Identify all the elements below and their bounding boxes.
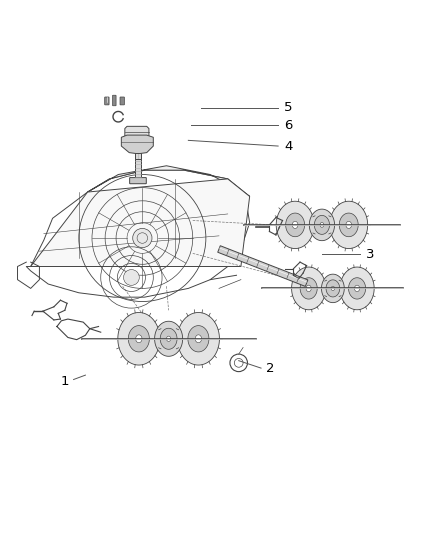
Polygon shape [218,246,308,286]
Polygon shape [330,201,367,248]
Polygon shape [188,326,209,352]
Polygon shape [166,336,171,342]
Polygon shape [160,328,177,349]
Polygon shape [314,215,329,235]
Polygon shape [118,312,160,365]
Polygon shape [309,209,335,241]
Text: 3: 3 [366,248,374,261]
Polygon shape [326,280,340,297]
Text: 5: 5 [284,101,293,115]
Polygon shape [339,213,358,237]
FancyBboxPatch shape [113,95,116,106]
FancyBboxPatch shape [135,159,141,179]
Polygon shape [292,221,298,229]
Polygon shape [286,213,304,237]
Circle shape [124,270,139,285]
FancyBboxPatch shape [135,142,141,159]
Polygon shape [292,267,326,310]
Polygon shape [128,326,149,352]
Text: 1: 1 [60,375,69,387]
Polygon shape [136,335,142,343]
Polygon shape [321,274,344,303]
Polygon shape [320,222,324,227]
Circle shape [133,229,152,248]
Polygon shape [306,285,311,292]
Polygon shape [331,286,335,290]
FancyBboxPatch shape [120,97,124,105]
Polygon shape [300,278,317,299]
Text: 4: 4 [284,140,293,152]
Polygon shape [346,221,352,229]
Polygon shape [125,126,149,142]
FancyBboxPatch shape [130,177,146,184]
Polygon shape [340,267,374,310]
Polygon shape [349,278,366,299]
FancyBboxPatch shape [105,97,109,105]
Polygon shape [354,285,360,292]
Polygon shape [195,335,201,343]
Polygon shape [155,321,183,356]
Text: 6: 6 [284,119,293,132]
Polygon shape [276,201,314,248]
Polygon shape [88,166,250,197]
Polygon shape [177,312,219,365]
Text: 2: 2 [266,361,275,375]
Polygon shape [31,179,250,266]
Polygon shape [121,135,153,154]
